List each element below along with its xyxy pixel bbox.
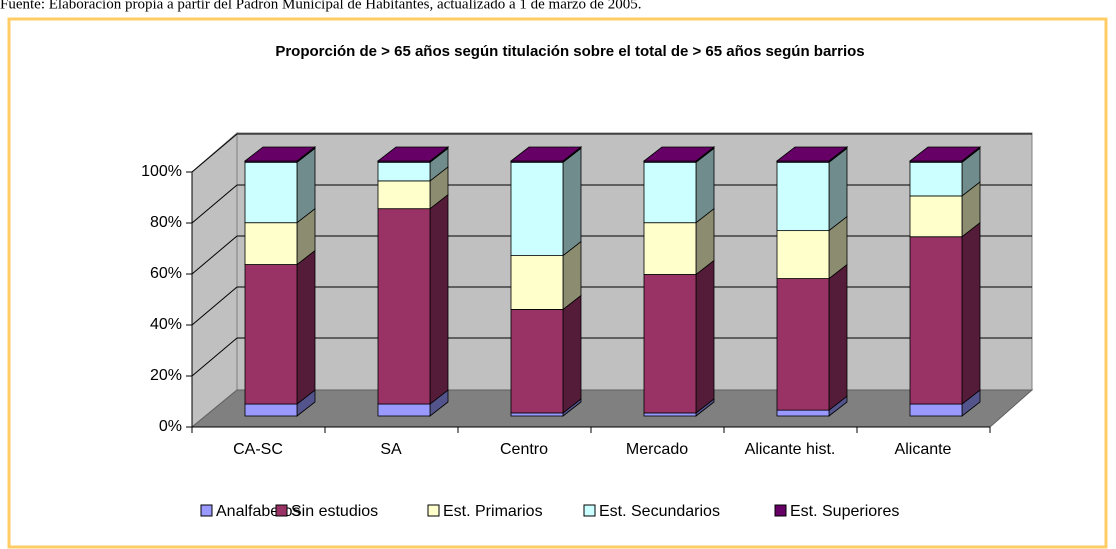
legend-swatch bbox=[275, 504, 288, 517]
bar-side bbox=[296, 249, 316, 405]
y-tick-label: 100% bbox=[141, 163, 182, 180]
bar-segment bbox=[776, 409, 830, 417]
legend-swatch bbox=[200, 504, 213, 517]
bar-top bbox=[376, 146, 450, 162]
grid-line bbox=[191, 286, 238, 326]
bar-segment bbox=[377, 208, 431, 405]
grid-line bbox=[191, 337, 238, 377]
bar-side bbox=[695, 259, 715, 414]
y-tick-label: 80% bbox=[150, 214, 182, 231]
bar-segment bbox=[776, 230, 830, 279]
bar-segment bbox=[244, 161, 298, 224]
x-tick-label: SA bbox=[380, 441, 402, 458]
bar-segment bbox=[909, 236, 963, 405]
x-tick-label: CA-SC bbox=[233, 441, 283, 458]
bar-top bbox=[243, 146, 317, 162]
bar-segment bbox=[377, 161, 431, 182]
source-note: Fuente: Elaboración propia a partir del … bbox=[0, 0, 641, 12]
grid-line bbox=[191, 235, 238, 275]
legend-label: Est. Primarios bbox=[443, 503, 543, 520]
bar-segment bbox=[377, 403, 431, 417]
chart-title: Proporción de > 65 años según titulación… bbox=[275, 43, 864, 60]
bar-side bbox=[562, 147, 582, 257]
bar-segment bbox=[643, 161, 697, 224]
legend-swatch bbox=[774, 504, 787, 517]
x-tick-label: Alicante hist. bbox=[745, 441, 836, 458]
bar-segment bbox=[510, 412, 564, 417]
bar-top bbox=[908, 146, 982, 162]
bar-top bbox=[509, 146, 583, 162]
bar-segment bbox=[510, 161, 564, 257]
x-tick-label: Alicante bbox=[895, 441, 952, 458]
legend-label: Analfabetos bbox=[216, 503, 301, 520]
x-tick-label: Centro bbox=[500, 441, 548, 458]
bar-segment bbox=[643, 222, 697, 275]
y-tick-label: 40% bbox=[150, 316, 182, 333]
bar-side bbox=[828, 263, 848, 411]
bar-top bbox=[775, 146, 849, 162]
bar-segment bbox=[909, 161, 963, 197]
bar-top bbox=[642, 146, 716, 162]
bar-segment bbox=[244, 222, 298, 265]
bar-segment bbox=[909, 403, 963, 417]
bar-side bbox=[961, 221, 981, 405]
floor bbox=[190, 389, 1034, 428]
legend-swatch bbox=[427, 504, 440, 517]
bar-segment bbox=[643, 412, 697, 417]
y-tick-label: 20% bbox=[150, 367, 182, 384]
bar-side bbox=[562, 294, 582, 414]
bar-segment bbox=[643, 274, 697, 414]
grid-line bbox=[191, 133, 238, 173]
bar-segment bbox=[510, 309, 564, 414]
y-tick-label: 0% bbox=[159, 418, 182, 435]
y-tick-label: 60% bbox=[150, 265, 182, 282]
bar-segment bbox=[244, 264, 298, 405]
side-wall bbox=[191, 131, 238, 429]
bar-segment bbox=[510, 255, 564, 310]
bar-segment bbox=[909, 195, 963, 238]
legend-swatch bbox=[583, 504, 596, 517]
legend-label: Sin estudios bbox=[291, 503, 378, 520]
bar-segment bbox=[776, 161, 830, 232]
bar-segment bbox=[776, 278, 830, 411]
legend-label: Est. Superiores bbox=[790, 503, 899, 520]
x-tick-label: Mercado bbox=[626, 441, 688, 458]
grid-line bbox=[191, 184, 238, 224]
bar-segment bbox=[244, 403, 298, 417]
legend-label: Est. Secundarios bbox=[599, 503, 720, 520]
bar-side bbox=[429, 193, 449, 405]
bar-segment bbox=[377, 180, 431, 210]
